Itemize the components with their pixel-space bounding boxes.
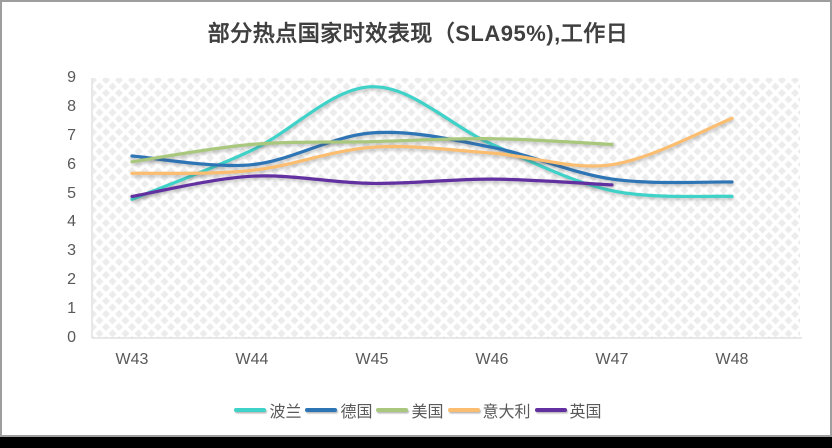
x-tick-label-W47: W47	[595, 351, 629, 368]
chart-legend: 波兰 德国 美国 意大利 英国	[2, 398, 832, 422]
x-tick-label-W48: W48	[715, 351, 749, 368]
y-tick-label-8: 8	[67, 97, 76, 115]
legend-item-美国: 美国	[376, 398, 444, 422]
y-tick-label-5: 5	[67, 184, 76, 202]
series-line-波兰	[130, 85, 734, 201]
y-tick-label-6: 6	[67, 155, 76, 173]
series-line-英国	[130, 174, 614, 198]
series-line-美国	[130, 137, 614, 164]
chart-title: 部分热点国家时效表现（SLA95%),工作日	[207, 21, 629, 46]
legend-swatch-德国	[305, 408, 338, 412]
legend-swatch-美国	[376, 408, 409, 412]
legend-item-英国: 英国	[534, 398, 602, 422]
legend-item-波兰: 波兰	[234, 398, 301, 422]
series-line-意大利	[130, 116, 734, 175]
y-tick-label-0: 0	[67, 329, 76, 346]
x-tick-label-W46: W46	[475, 351, 509, 368]
y-tick-label-7: 7	[67, 126, 76, 144]
legend-swatch-波兰	[234, 408, 267, 412]
x-tick-label-W45: W45	[355, 351, 389, 368]
y-tick-label-3: 3	[67, 242, 76, 260]
y-tick-label-2: 2	[67, 271, 76, 289]
plot-background	[93, 78, 800, 338]
legend-label-美国: 美国	[411, 404, 444, 421]
y-tick-label-9: 9	[67, 69, 76, 86]
x-tick-label-W43: W43	[115, 351, 149, 368]
legend-item-意大利: 意大利	[447, 398, 531, 422]
legend-label-意大利: 意大利	[482, 404, 531, 421]
legend-item-德国: 德国	[305, 398, 372, 422]
series-line-德国	[130, 130, 734, 185]
legend-label-德国: 德国	[340, 404, 373, 421]
legend-label-波兰: 波兰	[269, 404, 302, 421]
bottom-black-bar	[0, 437, 832, 448]
x-tick-label-W44: W44	[235, 351, 269, 368]
series-lines	[130, 85, 734, 201]
legend-swatch-英国	[534, 408, 567, 412]
y-tick-label-1: 1	[67, 300, 76, 318]
legend-label-英国: 英国	[569, 404, 602, 421]
legend-swatch-意大利	[447, 408, 480, 412]
plot-area	[91, 78, 802, 339]
y-tick-label-4: 4	[67, 213, 76, 231]
chart-canvas: 部分热点国家时效表现（SLA95%),工作日 0 1 2 3 4 5 6 7 8 9 W43 W44…	[0, 0, 832, 437]
